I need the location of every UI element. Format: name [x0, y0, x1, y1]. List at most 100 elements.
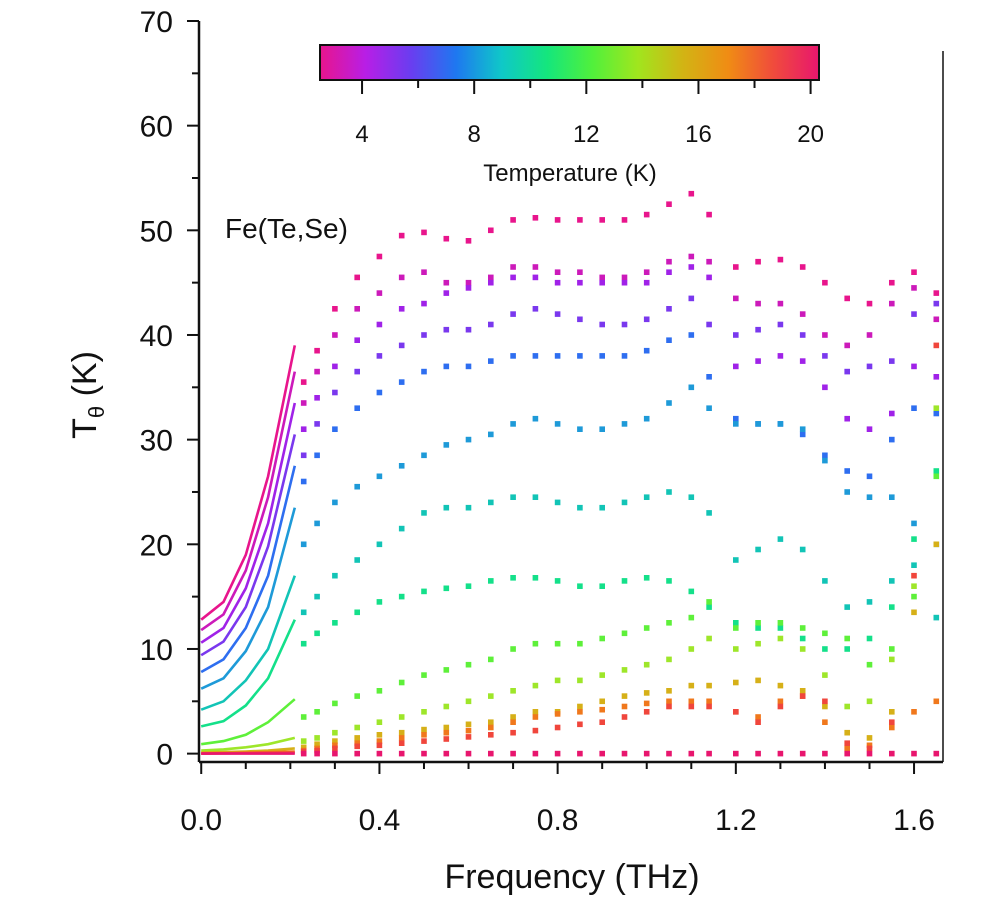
- data-point: [376, 738, 383, 744]
- fit-line-9K: [200, 465, 297, 674]
- data-point: [577, 279, 583, 286]
- data-point: [777, 635, 784, 642]
- data-point: [488, 358, 494, 364]
- data-point: [332, 738, 338, 744]
- data-point: [933, 698, 940, 705]
- data-point: [510, 750, 516, 757]
- data-point: [733, 264, 739, 270]
- y-tick-label: 50: [140, 215, 173, 248]
- data-point: [354, 740, 360, 746]
- data-point: [866, 635, 873, 642]
- data-point: [777, 750, 784, 757]
- data-point: [844, 368, 850, 375]
- data-point: [933, 290, 940, 296]
- data-point: [599, 274, 605, 281]
- series-7K: [200, 295, 940, 657]
- data-point: [643, 494, 650, 500]
- data-point: [398, 342, 405, 349]
- data-point: [755, 358, 761, 364]
- data-point: [532, 750, 539, 757]
- data-point: [733, 295, 739, 302]
- data-point: [332, 499, 338, 506]
- data-point: [799, 625, 806, 631]
- data-point: [844, 729, 850, 736]
- series-13K: [201, 473, 940, 746]
- series-4K: [200, 253, 940, 632]
- data-point: [755, 714, 761, 720]
- data-point: [733, 620, 739, 626]
- data-point: [822, 672, 828, 678]
- data-point: [465, 279, 472, 286]
- data-point: [822, 457, 828, 464]
- data-point: [354, 306, 360, 312]
- data-point: [300, 609, 307, 616]
- data-point: [577, 269, 583, 275]
- data-point: [332, 745, 338, 752]
- data-point: [933, 342, 940, 349]
- data-point: [465, 698, 472, 705]
- fit-line-10K: [200, 507, 297, 690]
- data-point: [844, 703, 850, 710]
- data-point: [332, 306, 338, 312]
- data-point: [314, 347, 320, 354]
- data-point: [777, 625, 784, 631]
- data-point: [599, 321, 605, 328]
- data-point: [376, 750, 383, 757]
- data-point: [443, 750, 450, 757]
- data-point: [889, 604, 895, 610]
- data-point: [822, 384, 828, 391]
- data-point: [421, 709, 427, 715]
- data-point: [799, 426, 806, 432]
- data-point: [465, 661, 472, 668]
- data-point: [554, 269, 561, 275]
- data-point: [733, 750, 739, 757]
- data-point: [532, 640, 539, 647]
- data-point: [844, 646, 850, 652]
- series-20K: [201, 750, 940, 757]
- data-point: [577, 677, 583, 684]
- data-point: [398, 525, 405, 532]
- data-point: [532, 306, 539, 312]
- data-point: [799, 431, 806, 438]
- data-point: [666, 269, 672, 275]
- data-point: [688, 703, 695, 710]
- data-point: [643, 700, 650, 707]
- data-point: [666, 201, 672, 207]
- data-point: [300, 541, 307, 548]
- y-tick-label: 0: [156, 739, 173, 772]
- data-point: [911, 572, 917, 579]
- data-point: [554, 750, 561, 757]
- series-19K: [201, 342, 940, 755]
- colorbar-tick-label: 16: [685, 121, 712, 148]
- data-point: [621, 421, 628, 427]
- data-point: [532, 353, 539, 359]
- data-point: [332, 620, 338, 626]
- data-point: [300, 744, 307, 751]
- data-point: [599, 698, 605, 705]
- data-point: [421, 732, 427, 738]
- data-point: [666, 750, 672, 757]
- data-point: [844, 750, 850, 757]
- data-point: [554, 353, 561, 359]
- data-point: [799, 693, 806, 699]
- data-point: [577, 721, 583, 728]
- data-point: [643, 347, 650, 354]
- data-point: [822, 353, 828, 359]
- data-point: [706, 510, 712, 516]
- data-point: [688, 264, 695, 270]
- x-axis-title: Frequency (THz): [444, 858, 699, 896]
- data-point: [354, 735, 360, 741]
- data-point: [866, 363, 873, 370]
- data-point: [421, 269, 427, 275]
- data-point: [554, 711, 561, 717]
- data-point: [314, 735, 320, 741]
- data-point: [621, 667, 628, 673]
- data-point: [599, 750, 605, 757]
- data-point: [666, 656, 672, 663]
- data-point: [300, 714, 307, 720]
- data-point: [465, 436, 472, 443]
- data-point: [911, 405, 917, 411]
- data-point: [599, 217, 605, 223]
- data-point: [599, 426, 605, 432]
- data-point: [488, 321, 494, 328]
